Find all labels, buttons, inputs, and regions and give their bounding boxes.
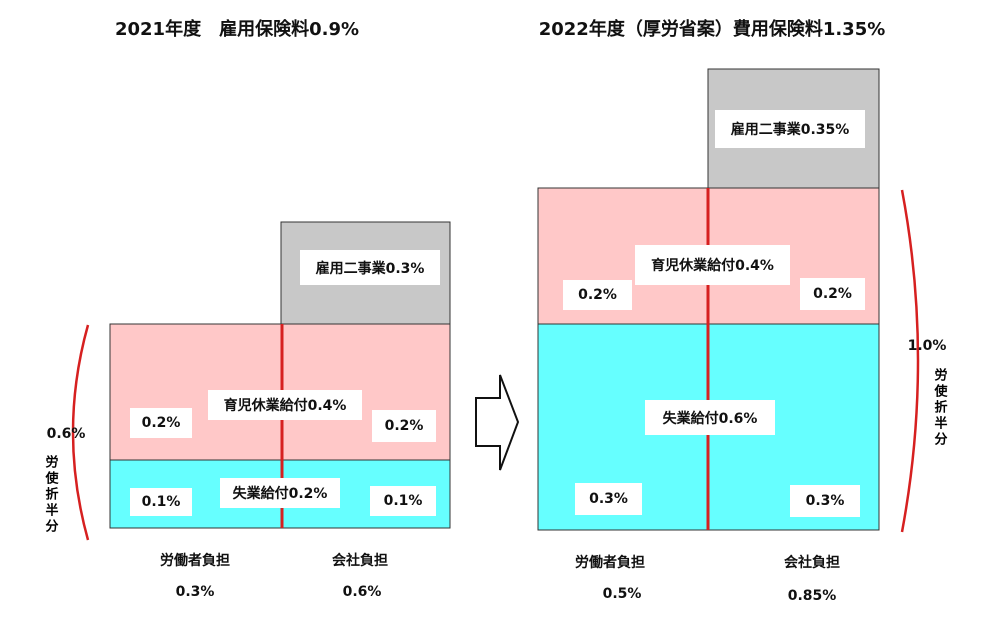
worker-total: 0.5% xyxy=(602,586,642,602)
split-total: 1.0% xyxy=(907,338,947,354)
label-box: 失業給付0.2% xyxy=(220,478,340,508)
label-box: 0.2% xyxy=(563,280,632,310)
worker-label: 労働者負担 xyxy=(575,555,645,571)
label-box: 失業給付0.6% xyxy=(645,400,775,435)
label-box: 雇用二事業0.3% xyxy=(300,250,440,285)
label-box: 0.1% xyxy=(370,486,436,516)
company-total: 0.6% xyxy=(342,584,382,600)
label-box: 0.2% xyxy=(130,408,192,438)
bracket xyxy=(900,189,920,533)
split-label: 労使折半分 xyxy=(42,455,58,535)
label-box: 0.2% xyxy=(800,278,865,310)
company-label: 会社負担 xyxy=(784,555,840,571)
worker-total: 0.3% xyxy=(175,584,215,600)
split-label: 労使折半分 xyxy=(931,368,947,448)
arrow xyxy=(475,374,520,471)
title: 2021年度 雇用保険料0.9% xyxy=(114,19,360,40)
company-label: 会社負担 xyxy=(332,553,388,569)
title: 2022年度（厚労省案）費用保険料1.35% xyxy=(538,19,886,40)
label-box: 0.2% xyxy=(372,410,436,442)
bracket xyxy=(71,324,90,541)
label-box: 0.3% xyxy=(790,485,860,517)
split-total: 0.6% xyxy=(46,426,86,442)
company-total: 0.85% xyxy=(787,588,837,604)
label-box: 0.3% xyxy=(575,483,642,515)
label-box: 雇用二事業0.35% xyxy=(715,110,865,148)
worker-label: 労働者負担 xyxy=(160,553,230,569)
label-box: 育児休業給付0.4% xyxy=(635,245,790,285)
label-box: 育児休業給付0.4% xyxy=(208,390,362,420)
label-box: 0.1% xyxy=(130,488,192,516)
